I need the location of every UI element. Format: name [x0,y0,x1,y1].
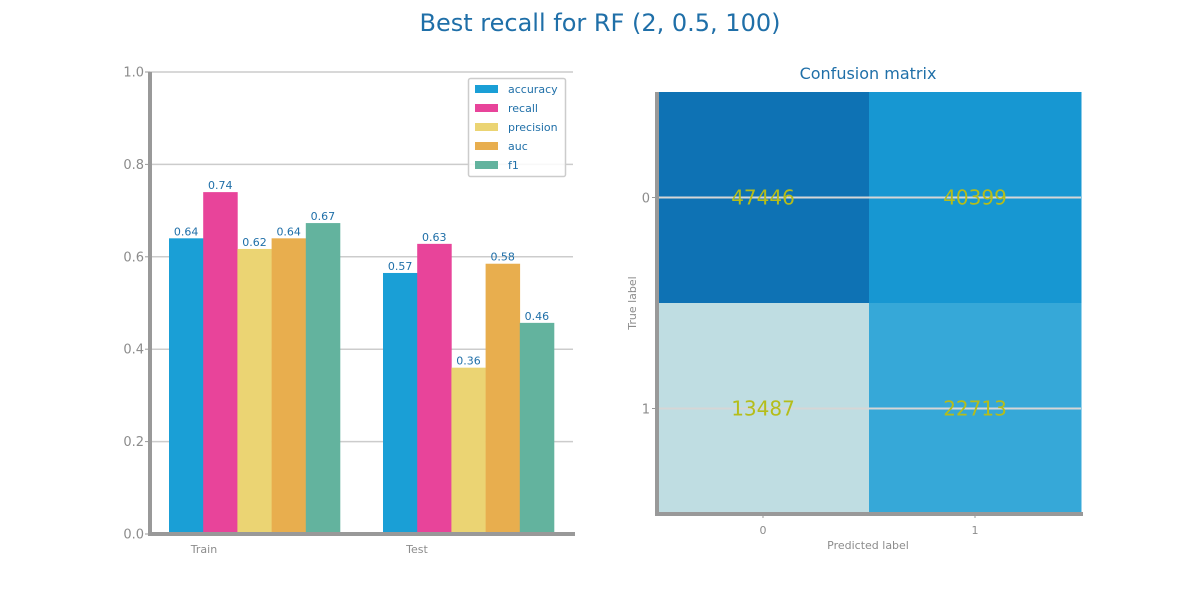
bar-chart-y-tick-labels: 0.0 0.2 0.4 0.6 0.8 1.0 [123,66,144,543]
confusion-matrix-tick-labels: 0 1 0 1 [642,192,979,538]
bar-value-label: 0.57 [388,260,413,273]
confusion-matrix-title: Confusion matrix [800,64,937,83]
figure-title: Best recall for RF (2, 0.5, 100) [420,9,781,37]
bar-value-label: 0.67 [311,210,336,223]
bar-chart-y-tick-label: 0.6 [123,250,144,265]
bar-chart-bars [169,192,555,535]
confusion-cell-value: 40399 [943,186,1007,210]
bar-auc-train [271,238,307,534]
bar-value-label: 0.63 [422,231,447,244]
legend-label-auc: auc [508,140,528,153]
bar-value-label: 0.64 [276,225,301,238]
bar-value-label: 0.46 [525,310,550,323]
confusion-matrix-axes [655,92,1083,516]
bar-chart-y-tick-label: 0.4 [123,343,144,358]
bar-value-label: 0.58 [490,251,515,264]
confusion-matrix-gridlines [657,196,1081,410]
bar-accuracy-train [169,238,204,534]
bar-chart-legend: accuracy recall precision auc f1 [467,77,567,178]
bar-f1-test [519,322,555,534]
bar-chart-value-labels: 0.64 0.74 0.62 0.64 0.67 0.57 0.63 0.36 0.58 0.46 [174,179,549,368]
bar-chart-y-tick-label: 0.8 [123,158,144,173]
bar-precision-test [451,367,486,534]
legend-swatch-recall [475,104,498,112]
legend-swatch-precision [475,123,498,131]
confusion-y-tick-label: 0 [642,192,650,207]
bar-value-label: 0.74 [208,179,233,192]
legend-swatch-auc [475,142,498,150]
bar-precision-train [237,248,272,535]
bar-value-label: 0.36 [456,355,481,368]
bar-chart-x-tick-label: Train [190,543,217,556]
legend-label-f1: f1 [508,159,519,172]
bar-f1-train [305,223,341,534]
bar-value-label: 0.64 [174,225,199,238]
legend-label-recall: recall [508,102,538,115]
bar-auc-test [485,263,521,534]
confusion-matrix-chart: Confusion matrix 47446 40399 13487 22713 0 1… [626,64,1083,552]
confusion-x-tick-label: 1 [972,524,979,537]
bar-chart-y-tick-label: 0.2 [123,435,144,450]
legend-label-accuracy: accuracy [508,83,558,96]
confusion-y-tick-label: 1 [642,403,650,418]
confusion-x-tick-label: 0 [760,524,767,537]
legend-swatch-f1 [475,161,498,169]
legend-swatch-accuracy [475,85,498,93]
bar-chart-y-tick-label: 0.0 [123,528,144,543]
bar-chart-y-tick-label: 1.0 [123,66,144,81]
bar-chart-axes [148,72,575,536]
confusion-matrix-y-axis-label: True label [626,276,639,330]
legend-box [467,77,567,178]
bar-chart-x-tick-labels: Train Test [190,543,429,556]
confusion-matrix-cell-values: 47446 40399 13487 22713 [731,186,1007,421]
bar-chart-x-tick-label: Test [405,543,428,556]
metrics-bar-chart: 0.64 0.74 0.62 0.64 0.67 0.57 0.63 0.36 0.58 0.46… [123,66,575,556]
legend-label-precision: precision [508,121,558,134]
bar-recall-train [203,192,238,534]
bar-recall-test [417,243,452,534]
confusion-cell-value: 13487 [731,397,795,421]
bar-accuracy-test [383,272,418,534]
confusion-cell-value: 47446 [731,186,795,210]
bar-value-label: 0.62 [242,236,267,249]
confusion-cell-value: 22713 [943,397,1007,421]
confusion-matrix-cells [657,92,1082,515]
confusion-matrix-x-axis-label: Predicted label [827,539,909,552]
